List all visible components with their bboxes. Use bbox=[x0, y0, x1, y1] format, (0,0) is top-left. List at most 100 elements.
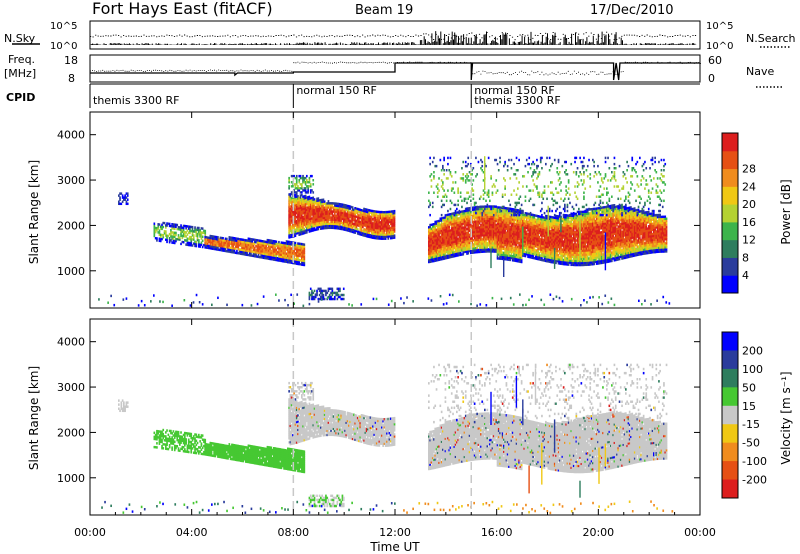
power-scatter-cell bbox=[363, 207, 365, 211]
power-scatter-cell bbox=[463, 250, 466, 254]
power-scatter-cell bbox=[495, 207, 498, 210]
power-scatter-cell bbox=[461, 243, 463, 246]
power-scatter-cell bbox=[231, 242, 233, 246]
power-scatter-cell bbox=[186, 241, 189, 244]
power-scatter-cell bbox=[468, 241, 471, 245]
power-scatter-cell bbox=[231, 244, 233, 248]
power-scatter-cell bbox=[494, 248, 496, 251]
power-scatter-cell bbox=[341, 209, 344, 213]
power-scatter-cell bbox=[295, 252, 298, 255]
power-scatter-cell bbox=[438, 225, 440, 229]
power-scatter-cell bbox=[473, 208, 476, 211]
power-scatter-cell bbox=[489, 213, 491, 216]
power-scatter-cell bbox=[485, 221, 487, 225]
power-scatter-cell bbox=[428, 234, 430, 237]
power-scatter-cell bbox=[487, 238, 490, 241]
power-scatter-cell bbox=[289, 225, 292, 229]
power-scatter-cell bbox=[471, 225, 473, 228]
power-scatter-cell bbox=[335, 216, 337, 220]
power-scatter-cell bbox=[299, 222, 302, 226]
power-scatter-cell bbox=[484, 232, 486, 235]
power-scatter-cell bbox=[314, 208, 317, 211]
power-scatter-cell bbox=[450, 249, 453, 252]
power-scatter-cell bbox=[288, 176, 290, 180]
power-scatter-cell bbox=[480, 217, 482, 221]
power-scatter-cell bbox=[289, 199, 292, 202]
power-scatter-cell bbox=[242, 246, 245, 250]
power-scatter-cell bbox=[491, 233, 494, 237]
power-scatter-cell bbox=[445, 246, 448, 250]
power-scatter-cell bbox=[461, 237, 463, 240]
power-scatter-cell bbox=[392, 230, 395, 233]
power-scatter-cell bbox=[494, 215, 496, 219]
power-scatter-cell bbox=[384, 237, 387, 240]
power-scatter-cell bbox=[370, 234, 373, 237]
power-scatter-cell bbox=[495, 232, 498, 235]
power-scatter-cell bbox=[456, 236, 458, 239]
power-scatter-cell bbox=[294, 210, 297, 213]
power-scatter-cell bbox=[452, 234, 454, 238]
power-scatter-cell bbox=[119, 202, 121, 206]
power-scatter-cell bbox=[232, 247, 234, 250]
power-scatter-cell bbox=[293, 174, 295, 178]
power-scatter-cell bbox=[198, 243, 200, 246]
power-scatter-cell bbox=[358, 218, 360, 221]
power-scatter-cell bbox=[259, 249, 261, 253]
power-scatter-cell bbox=[381, 235, 383, 238]
power-scatter-cell bbox=[303, 229, 306, 233]
power-scatter-cell bbox=[309, 225, 312, 229]
power-scatter-cell bbox=[304, 219, 307, 222]
power-scatter-cell bbox=[350, 222, 353, 225]
power-scatter-cell bbox=[340, 215, 343, 218]
power-scatter-cell bbox=[325, 216, 327, 220]
power-scatter-cell bbox=[504, 215, 506, 218]
power-scatter-cell bbox=[500, 212, 503, 216]
nsky-label: N.Sky bbox=[4, 32, 36, 45]
power-scatter-cell bbox=[490, 215, 492, 218]
power-scatter-cell bbox=[320, 219, 322, 222]
power-scatter-cell bbox=[205, 244, 208, 247]
power-scatter-cell bbox=[500, 224, 503, 228]
power-scatter-cell bbox=[189, 235, 191, 239]
power-scatter-cell bbox=[312, 208, 315, 212]
power-scatter-cell bbox=[480, 209, 482, 213]
power-scatter-cell bbox=[497, 253, 500, 256]
power-scatter-cell bbox=[237, 243, 240, 247]
power-scatter-cell bbox=[383, 215, 386, 218]
power-scatter-cell bbox=[364, 230, 367, 233]
power-scatter-cell bbox=[323, 206, 326, 209]
power-scatter-cell bbox=[482, 240, 485, 243]
power-scatter-cell bbox=[162, 221, 165, 225]
power-scatter-cell bbox=[266, 255, 269, 258]
power-scatter-cell bbox=[256, 251, 259, 254]
power-scatter-cell bbox=[260, 256, 262, 259]
power-scatter-cell bbox=[175, 239, 177, 243]
power-scatter-cell bbox=[444, 226, 447, 229]
power-scatter-cell bbox=[295, 197, 298, 200]
power-scatter-cell bbox=[342, 218, 345, 221]
power-scatter-cell bbox=[452, 251, 454, 254]
power-scatter-cell bbox=[463, 240, 466, 244]
power-scatter-cell bbox=[470, 212, 472, 216]
power-scatter-cell bbox=[177, 238, 180, 241]
power-scatter-cell bbox=[489, 205, 491, 208]
power-scatter-cell bbox=[373, 216, 376, 219]
power-scatter-cell bbox=[505, 250, 508, 253]
power-scatter-cell bbox=[200, 243, 203, 246]
power-scatter-cell bbox=[154, 228, 157, 232]
power-scatter-cell bbox=[327, 216, 330, 219]
power-scatter-cell bbox=[368, 235, 370, 239]
power-scatter-cell bbox=[495, 227, 498, 231]
power-scatter-cell bbox=[219, 238, 222, 242]
power-scatter-cell bbox=[477, 218, 480, 221]
power-scatter-cell bbox=[280, 243, 283, 246]
power-scatter-cell bbox=[467, 225, 470, 229]
power-scatter-cell bbox=[312, 214, 315, 218]
power-scatter-cell bbox=[166, 222, 168, 225]
power-scatter-cell bbox=[458, 217, 461, 220]
power-scatter-cell bbox=[364, 210, 367, 213]
power-scatter-cell bbox=[450, 212, 453, 216]
power-scatter-cell bbox=[471, 243, 473, 246]
power-scatter-cell bbox=[344, 222, 346, 225]
